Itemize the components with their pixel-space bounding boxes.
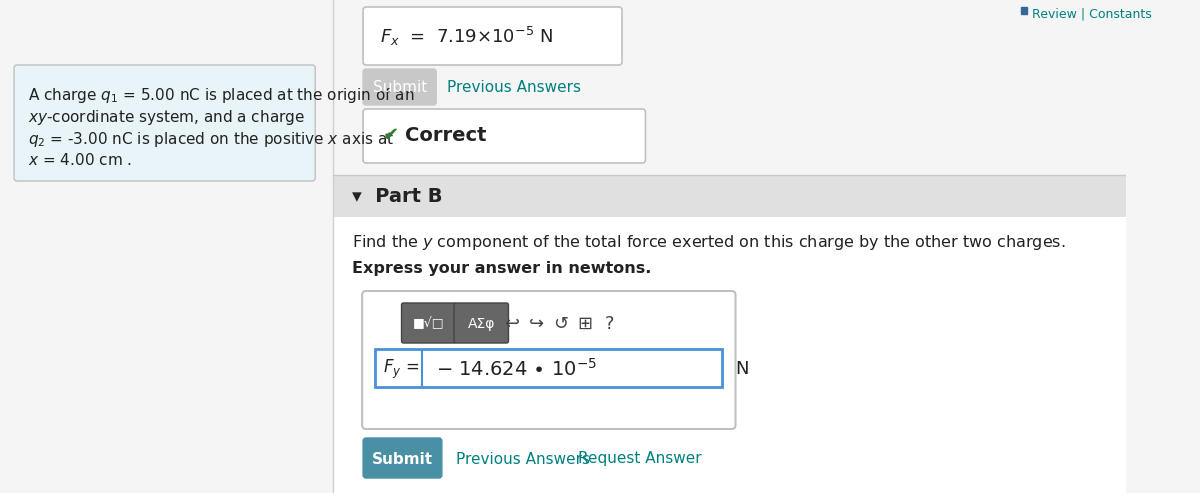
Text: Express your answer in newtons.: Express your answer in newtons. [352,261,652,276]
Bar [1021,7,1027,14]
Text: $x$ = 4.00 cm .: $x$ = 4.00 cm . [28,152,132,168]
Text: ↺: ↺ [553,315,569,333]
Text: ?: ? [605,315,614,333]
Text: Submit: Submit [372,452,433,466]
FancyBboxPatch shape [454,303,509,343]
Text: Previous Answers: Previous Answers [446,80,581,96]
Text: Request Answer: Request Answer [578,452,702,466]
Text: Correct: Correct [406,126,487,145]
Text: AΣφ: AΣφ [468,317,494,331]
Text: $F_y$ =: $F_y$ = [383,357,419,381]
Text: Previous Answers: Previous Answers [456,452,590,466]
FancyBboxPatch shape [14,65,316,181]
Text: N: N [736,360,749,378]
FancyBboxPatch shape [364,69,437,105]
Text: $q_2$ = -3.00 nC is placed on the positive $x$ axis at: $q_2$ = -3.00 nC is placed on the positi… [28,130,395,149]
Text: ▾  Part B: ▾ Part B [352,187,443,206]
FancyBboxPatch shape [364,109,646,163]
Text: $-$ 14.624 $\bullet$ 10$^{-5}$: $-$ 14.624 $\bullet$ 10$^{-5}$ [437,358,598,380]
Text: $F_x$  =  7.19×10$^{-5}$ N: $F_x$ = 7.19×10$^{-5}$ N [380,25,553,48]
Text: Find the $y$ component of the total force exerted on this charge by the other tw: Find the $y$ component of the total forc… [352,233,1066,252]
Text: ↩: ↩ [505,315,520,333]
Bar [334,217,1126,493]
FancyBboxPatch shape [402,303,456,343]
Text: Review | Constants: Review | Constants [1032,8,1152,21]
Text: Submit: Submit [372,80,427,96]
Bar [334,175,1126,217]
Text: ■√□: ■√□ [413,317,444,330]
FancyBboxPatch shape [364,7,622,65]
FancyBboxPatch shape [364,438,442,478]
Text: $xy$-coordinate system, and a charge: $xy$-coordinate system, and a charge [28,108,305,127]
Text: ↪: ↪ [529,315,544,333]
Text: A charge $q_1$ = 5.00 nC is placed at the origin of an: A charge $q_1$ = 5.00 nC is placed at th… [28,86,414,105]
Text: ✔: ✔ [383,126,400,145]
FancyBboxPatch shape [376,349,722,387]
Text: ⊞: ⊞ [578,315,593,333]
FancyBboxPatch shape [362,291,736,429]
